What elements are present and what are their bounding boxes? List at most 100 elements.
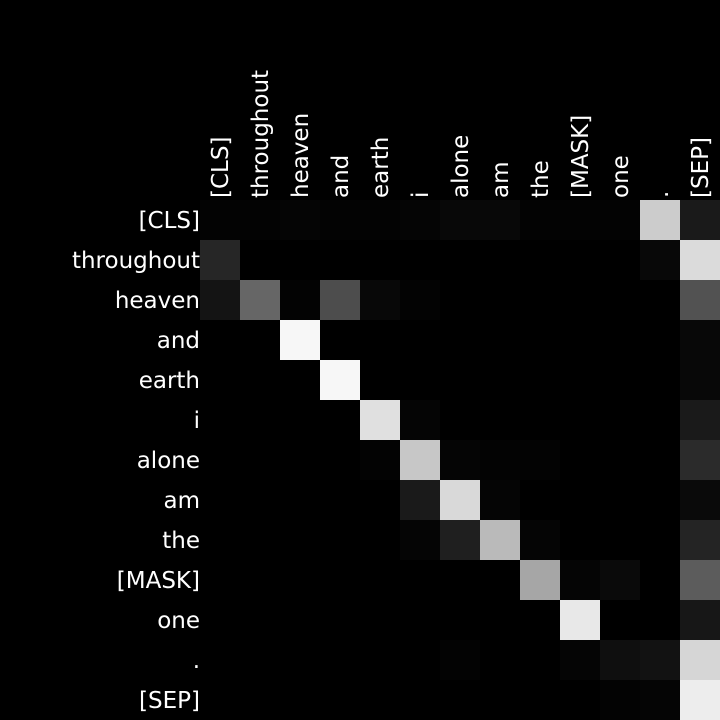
- y-tick-label-alone: alone: [137, 448, 200, 474]
- x-tick-label-i: i: [408, 192, 434, 198]
- heatmap-cell-r4-c10: [600, 360, 640, 400]
- heatmap-cell-r0-c7: [480, 200, 520, 240]
- heatmap-cell-r10-c6: [440, 600, 480, 640]
- x-tick-label-alone: alone: [448, 135, 474, 198]
- heatmap-cell-r9-c6: [440, 560, 480, 600]
- x-tick-label-sep: [SEP]: [688, 137, 714, 198]
- heatmap-cell-r1-c9: [560, 240, 600, 280]
- heatmap-cells: [200, 200, 720, 720]
- x-tick-label-one: one: [608, 155, 634, 198]
- heatmap-cell-r3-c12: [680, 320, 720, 360]
- heatmap-cell-r2-c7: [480, 280, 520, 320]
- heatmap-cell-r7-c5: [400, 480, 440, 520]
- heatmap-cell-r5-c10: [600, 400, 640, 440]
- heatmap-cell-r11-c12: [680, 640, 720, 680]
- heatmap-cell-r11-c10: [600, 640, 640, 680]
- heatmap-cell-r11-c7: [480, 640, 520, 680]
- heatmap-cell-r12-c3: [320, 680, 360, 720]
- heatmap-cell-r11-c1: [240, 640, 280, 680]
- heatmap-cell-r7-c9: [560, 480, 600, 520]
- x-tick-label-mask: [MASK]: [568, 115, 594, 198]
- heatmap-cell-r5-c9: [560, 400, 600, 440]
- heatmap-cell-r2-c9: [560, 280, 600, 320]
- heatmap-cell-r0-c5: [400, 200, 440, 240]
- heatmap-cell-r5-c5: [400, 400, 440, 440]
- heatmap-cell-r6-c8: [520, 440, 560, 480]
- heatmap-cell-r9-c5: [400, 560, 440, 600]
- heatmap-cell-r4-c7: [480, 360, 520, 400]
- heatmap-cell-r8-c12: [680, 520, 720, 560]
- heatmap-cell-r1-c10: [600, 240, 640, 280]
- heatmap-cell-r3-c11: [640, 320, 680, 360]
- heatmap-cell-r6-c11: [640, 440, 680, 480]
- heatmap-cell-r2-c4: [360, 280, 400, 320]
- heatmap-cell-r10-c2: [280, 600, 320, 640]
- heatmap-cell-r12-c6: [440, 680, 480, 720]
- heatmap-cell-r5-c7: [480, 400, 520, 440]
- heatmap-cell-r0-c12: [680, 200, 720, 240]
- heatmap-cell-r9-c0: [200, 560, 240, 600]
- heatmap-cell-r1-c0: [200, 240, 240, 280]
- y-tick-label-one: one: [157, 608, 200, 634]
- x-axis-tick-labels: [CLS] throughout heaven and earth i alone am the…: [208, 70, 714, 198]
- heatmap-cell-r12-c5: [400, 680, 440, 720]
- heatmap-cell-r10-c1: [240, 600, 280, 640]
- heatmap-cell-r12-c2: [280, 680, 320, 720]
- heatmap-cell-r0-c11: [640, 200, 680, 240]
- y-tick-label-am: am: [164, 488, 201, 514]
- heatmap-cell-r1-c6: [440, 240, 480, 280]
- heatmap-cell-r1-c3: [320, 240, 360, 280]
- heatmap-cell-r11-c3: [320, 640, 360, 680]
- heatmap-cell-r5-c0: [200, 400, 240, 440]
- heatmap-cell-r6-c7: [480, 440, 520, 480]
- heatmap-cell-r5-c1: [240, 400, 280, 440]
- heatmap-cell-r11-c0: [200, 640, 240, 680]
- heatmap-cell-r6-c12: [680, 440, 720, 480]
- heatmap-cell-r9-c1: [240, 560, 280, 600]
- heatmap-cell-r5-c2: [280, 400, 320, 440]
- y-tick-label-cls: [CLS]: [139, 208, 200, 234]
- heatmap-cell-r8-c4: [360, 520, 400, 560]
- heatmap-cell-r2-c6: [440, 280, 480, 320]
- heatmap-cell-r0-c10: [600, 200, 640, 240]
- heatmap-cell-r7-c4: [360, 480, 400, 520]
- heatmap-cell-r3-c5: [400, 320, 440, 360]
- heatmap-cell-r1-c5: [400, 240, 440, 280]
- y-tick-label-i: i: [194, 408, 200, 434]
- heatmap-cell-r0-c4: [360, 200, 400, 240]
- heatmap-cell-r2-c3: [320, 280, 360, 320]
- heatmap-cell-r4-c3: [320, 360, 360, 400]
- heatmap-cell-r0-c1: [240, 200, 280, 240]
- heatmap-cell-r5-c12: [680, 400, 720, 440]
- heatmap-cell-r9-c3: [320, 560, 360, 600]
- heatmap-cell-r4-c1: [240, 360, 280, 400]
- heatmap-cell-r0-c9: [560, 200, 600, 240]
- heatmap-cell-r9-c8: [520, 560, 560, 600]
- heatmap-cell-r12-c1: [240, 680, 280, 720]
- heatmap-cell-r4-c11: [640, 360, 680, 400]
- heatmap-cell-r12-c11: [640, 680, 680, 720]
- heatmap-cell-r11-c4: [360, 640, 400, 680]
- heatmap-cell-r3-c4: [360, 320, 400, 360]
- heatmap-cell-r3-c6: [440, 320, 480, 360]
- y-tick-label-heaven: heaven: [115, 288, 200, 314]
- heatmap-cell-r3-c0: [200, 320, 240, 360]
- y-tick-label-token-11: .: [193, 648, 200, 674]
- heatmap-cell-r8-c1: [240, 520, 280, 560]
- heatmap-cell-r7-c12: [680, 480, 720, 520]
- heatmap-cell-r3-c3: [320, 320, 360, 360]
- heatmap-cell-r11-c2: [280, 640, 320, 680]
- heatmap-cell-r8-c10: [600, 520, 640, 560]
- heatmap-cell-r8-c0: [200, 520, 240, 560]
- heatmap-cell-r1-c7: [480, 240, 520, 280]
- heatmap-cell-r12-c4: [360, 680, 400, 720]
- heatmap-cell-r12-c7: [480, 680, 520, 720]
- x-tick-label-am: am: [488, 162, 514, 199]
- heatmap-cell-r9-c2: [280, 560, 320, 600]
- heatmap-cell-r2-c2: [280, 280, 320, 320]
- heatmap-cell-r8-c7: [480, 520, 520, 560]
- heatmap-cell-r3-c8: [520, 320, 560, 360]
- x-tick-label-the: the: [528, 160, 554, 198]
- heatmap-cell-r8-c11: [640, 520, 680, 560]
- heatmap-cell-r12-c8: [520, 680, 560, 720]
